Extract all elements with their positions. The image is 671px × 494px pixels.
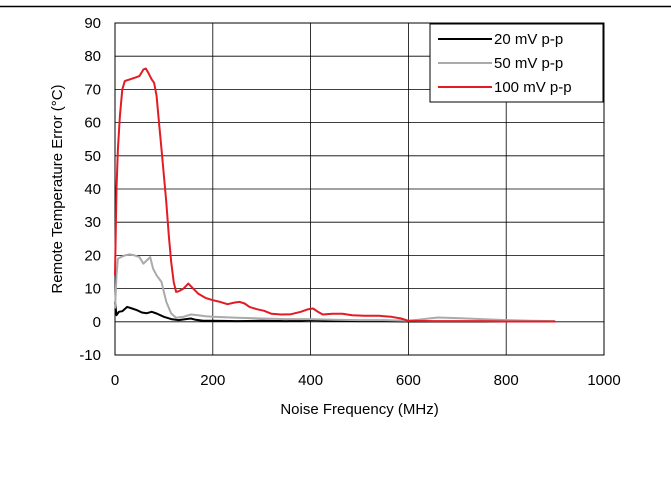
y-tick-label: 50 bbox=[84, 148, 101, 165]
y-tick-label: 40 bbox=[84, 181, 101, 198]
y-tick-label: 20 bbox=[84, 247, 101, 264]
series-line-2 bbox=[114, 67, 556, 323]
legend-label-50mv: 50 mV p-p bbox=[494, 55, 563, 72]
plot-area-frame bbox=[114, 22, 605, 356]
x-tick-label: 200 bbox=[200, 372, 225, 389]
y-tick-label: 0 bbox=[93, 314, 101, 331]
legend-label-100mv: 100 mV p-p bbox=[494, 79, 572, 96]
x-tick-label: 0 bbox=[111, 372, 119, 389]
y-tick-labels: -10 0 10 20 30 40 50 60 70 80 90 bbox=[79, 15, 101, 364]
x-axis-label: Noise Frequency (MHz) bbox=[280, 401, 438, 418]
x-tick-label: 1000 bbox=[587, 372, 620, 389]
series-line-0 bbox=[114, 301, 556, 323]
legend-label-20mv: 20 mV p-p bbox=[494, 31, 563, 48]
x-tick-label: 400 bbox=[298, 372, 323, 389]
y-tick-label: 30 bbox=[84, 214, 101, 231]
x-tick-label: 800 bbox=[494, 372, 519, 389]
y-tick-label: -10 bbox=[79, 347, 101, 364]
y-tick-label: 60 bbox=[84, 115, 101, 132]
y-axis-label: Remote Temperature Error (°C) bbox=[49, 84, 66, 293]
series-group bbox=[114, 67, 556, 323]
series-line-1 bbox=[114, 253, 556, 323]
legend: 20 mV p-p 50 mV p-p 100 mV p-p bbox=[429, 23, 604, 103]
y-tick-label: 90 bbox=[84, 15, 101, 32]
y-tick-label: 80 bbox=[84, 48, 101, 65]
y-tick-label: 10 bbox=[84, 281, 101, 298]
y-tick-label: 70 bbox=[84, 81, 101, 98]
x-tick-label: 600 bbox=[396, 372, 421, 389]
x-tick-labels: 0 200 400 600 800 1000 bbox=[111, 372, 621, 389]
